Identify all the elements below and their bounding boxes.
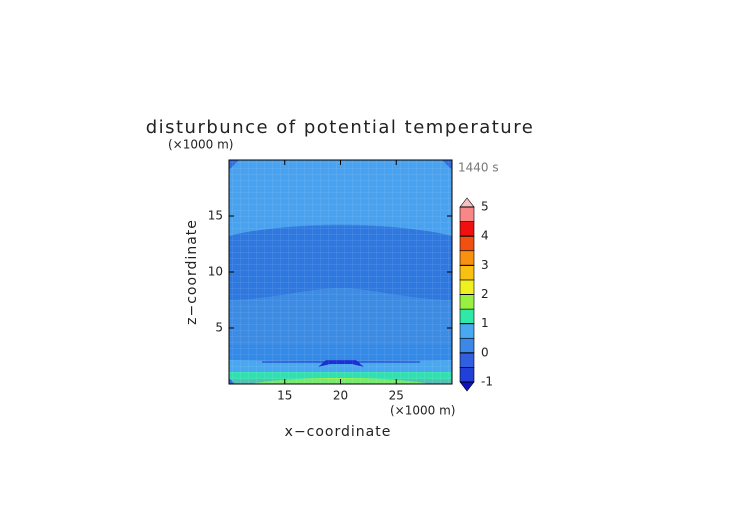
x-tick-label: 15 (277, 389, 292, 403)
x-tick-label: 25 (389, 389, 404, 403)
chart-title: disturbunce of potential temperature (146, 117, 535, 138)
colorbar-tick-label: 5 (481, 200, 489, 214)
colorbar-segment (459, 206, 475, 222)
colorbar-segment (459, 367, 475, 383)
y-tick-label: 15 (208, 209, 223, 223)
colorbar-segment (459, 265, 475, 281)
y-tick-label: 10 (208, 265, 223, 279)
colorbar-tick-label: 1 (481, 316, 489, 330)
colorbar-over (459, 197, 475, 208)
field (229, 160, 452, 384)
time-label: 1440 s (458, 161, 499, 175)
colorbar-tick-label: 4 (481, 229, 489, 243)
colorbar-tick-label: 0 (481, 345, 489, 359)
x-tick-label: 20 (333, 389, 348, 403)
colorbar-segment (459, 323, 475, 339)
x-label: x−coordinate (285, 424, 392, 440)
colorbar-segment (459, 221, 475, 237)
colorbar-tick-label: 3 (481, 258, 489, 272)
colorbar-segment (459, 294, 475, 310)
colorbar-under (459, 381, 475, 392)
y-tick-label: 5 (215, 321, 223, 335)
y-label: z−coordinate (184, 219, 200, 325)
colorbar-segment (459, 352, 475, 368)
colorbar-segment (459, 337, 475, 354)
colorbar-tick-label: 2 (481, 287, 489, 301)
colorbar-segment (459, 308, 475, 324)
colorbar-tick-label: -1 (481, 375, 493, 389)
colorbar-segment (459, 279, 475, 295)
x-unit: (×1000 m) (390, 404, 455, 418)
colorbar-segment (459, 250, 475, 266)
colorbar-segment (459, 235, 475, 252)
y-unit: (×1000 m) (168, 138, 233, 152)
